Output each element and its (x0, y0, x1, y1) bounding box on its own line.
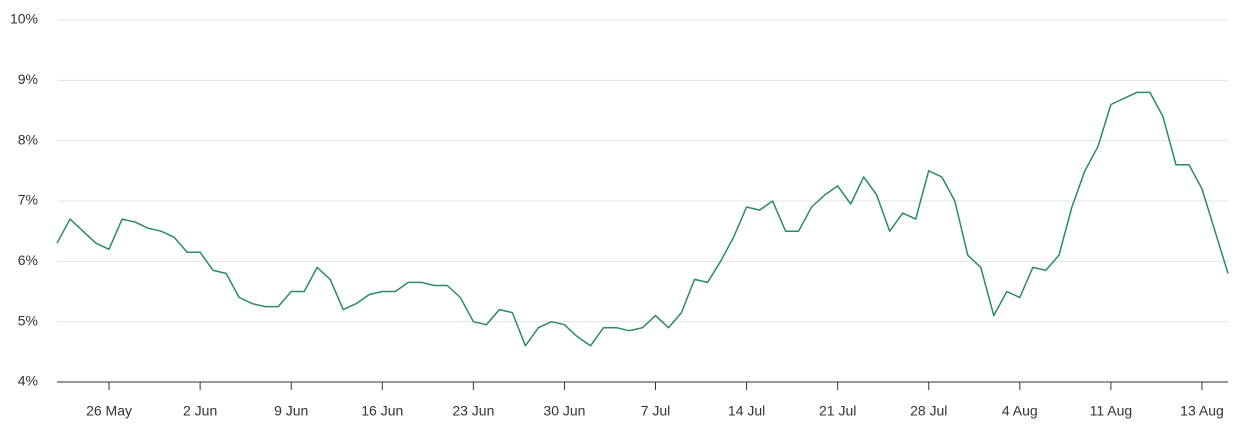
y-tick-label: 6% (18, 252, 38, 268)
y-tick-label: 5% (18, 312, 38, 328)
x-tick-label: 4 Aug (1002, 403, 1038, 419)
x-tick-label: 23 Jun (452, 403, 494, 419)
y-tick-label: 8% (18, 131, 38, 147)
x-tick-label: 2 Jun (183, 403, 217, 419)
data-line (56, 91, 1229, 347)
x-tick-label: 28 Jul (910, 403, 947, 419)
x-tick-label: 30 Jun (543, 403, 585, 419)
x-tick-label: 26 May (86, 403, 132, 419)
x-tick-label: 21 Jul (819, 403, 856, 419)
x-tick-label: 14 Jul (728, 403, 765, 419)
y-tick-label: 4% (18, 373, 38, 389)
x-tick-label: 16 Jun (361, 403, 403, 419)
x-tick-label: 11 Aug (1090, 403, 1133, 419)
x-tick-label: 9 Jun (274, 403, 308, 419)
x-tick-label: 13 Aug (1180, 403, 1224, 419)
y-tick-label: 9% (18, 71, 38, 87)
y-tick-label: 7% (18, 192, 38, 208)
y-tick-label: 10% (10, 11, 38, 27)
x-tick-label: 7 Jul (641, 403, 671, 419)
